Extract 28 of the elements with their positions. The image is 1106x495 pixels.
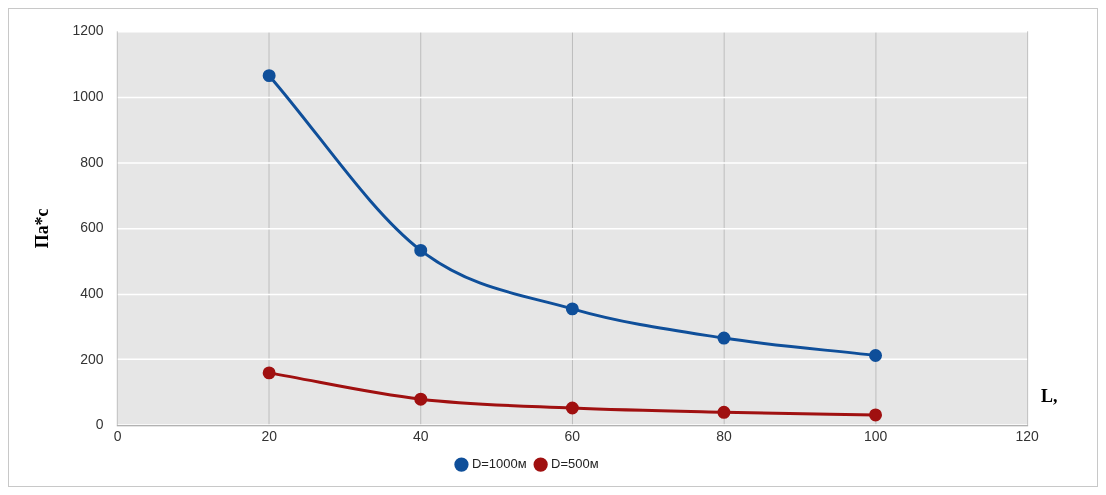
y-axis-title: Па*с <box>32 208 53 249</box>
x-tick-label: 20 <box>261 427 278 444</box>
point <box>262 366 276 380</box>
legend-label: D=500м <box>551 456 599 472</box>
y-tick-label: 1200 <box>72 22 104 39</box>
x-tick-label: 120 <box>1015 427 1040 444</box>
x-tick-label: 80 <box>716 427 732 444</box>
point <box>565 302 579 316</box>
point <box>414 392 428 406</box>
y-tick-label: 800 <box>80 153 104 170</box>
point <box>869 349 883 362</box>
x-tick-label: 0 <box>113 427 122 444</box>
legend-label: D=1000м <box>471 456 527 472</box>
x-tick-label: 40 <box>412 427 429 444</box>
point <box>414 243 428 257</box>
x-axis-title: L, <box>1041 386 1058 407</box>
point <box>262 69 276 83</box>
point <box>869 408 883 422</box>
point <box>565 401 579 415</box>
point <box>717 405 731 419</box>
y-tick-label: 0 <box>95 416 104 433</box>
y-tick-label: 400 <box>80 284 104 301</box>
y-tick-label: 1000 <box>72 87 104 104</box>
x-tick-label: 60 <box>564 427 581 444</box>
y-tick-label: 200 <box>80 350 104 367</box>
x-tick-label: 100 <box>863 427 888 444</box>
point <box>717 331 731 345</box>
y-tick-label: 600 <box>80 219 104 236</box>
